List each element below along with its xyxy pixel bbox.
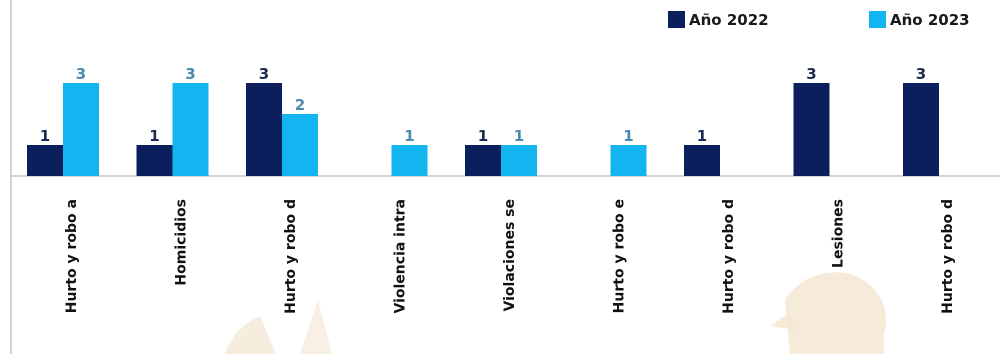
value-labels: 1 3 1 3 3 2 1 1 1 1 1 3 3 bbox=[40, 65, 926, 145]
category-label-2: Hurto y robo d bbox=[283, 199, 299, 314]
value-label-2023-0: 3 bbox=[76, 65, 86, 83]
category-label-6: Hurto y robo d bbox=[721, 199, 737, 314]
bar-2022-1 bbox=[136, 145, 173, 176]
bar-2023-1 bbox=[172, 83, 209, 176]
bar-2023-0 bbox=[63, 83, 99, 176]
value-label-2023-5: 1 bbox=[623, 127, 633, 145]
category-label-5: Hurto y robo e bbox=[612, 199, 628, 313]
category-label-8: Hurto y robo d bbox=[940, 199, 956, 314]
value-label-2023-4: 1 bbox=[514, 127, 524, 145]
value-label-2022-4: 1 bbox=[478, 127, 488, 145]
bars bbox=[27, 83, 939, 176]
bar-2022-4 bbox=[465, 145, 501, 176]
bar-2023-4 bbox=[501, 145, 537, 176]
category-label-1: Homicidios bbox=[174, 199, 190, 286]
bar-2022-0 bbox=[27, 145, 63, 176]
bar-2022-7 bbox=[793, 83, 830, 176]
value-label-2023-1: 3 bbox=[185, 65, 195, 83]
value-label-2023-2: 2 bbox=[295, 96, 305, 114]
legend-label-2023: Año 2023 bbox=[890, 11, 970, 29]
value-label-2022-0: 1 bbox=[40, 127, 50, 145]
bar-2023-3 bbox=[391, 145, 428, 176]
value-label-2023-3: 1 bbox=[404, 127, 414, 145]
value-label-2022-8: 3 bbox=[916, 65, 926, 83]
value-label-2022-2: 3 bbox=[259, 65, 269, 83]
legend-swatch-2023 bbox=[869, 11, 886, 28]
category-label-3: Violencia intra bbox=[393, 199, 409, 314]
bar-2022-8 bbox=[903, 83, 939, 176]
value-label-2022-7: 3 bbox=[806, 65, 816, 83]
legend-label-2022: Año 2022 bbox=[689, 11, 769, 29]
legend: Año 2022 Año 2023 bbox=[668, 11, 970, 29]
watermark-emblem bbox=[225, 272, 886, 354]
bar-2022-6 bbox=[684, 145, 720, 176]
category-label-4: Violaciones se bbox=[502, 199, 518, 311]
value-label-2022-1: 1 bbox=[149, 127, 159, 145]
value-label-2022-6: 1 bbox=[697, 127, 707, 145]
bar-2022-2 bbox=[246, 83, 282, 176]
category-label-7: Lesiones bbox=[831, 199, 847, 268]
category-labels: Hurto y robo a Homicidios Hurto y robo d Vi… bbox=[64, 199, 956, 314]
category-label-0: Hurto y robo a bbox=[64, 199, 80, 313]
bar-2023-5 bbox=[610, 145, 647, 176]
bar-2023-2 bbox=[282, 114, 318, 176]
legend-swatch-2022 bbox=[668, 11, 685, 28]
